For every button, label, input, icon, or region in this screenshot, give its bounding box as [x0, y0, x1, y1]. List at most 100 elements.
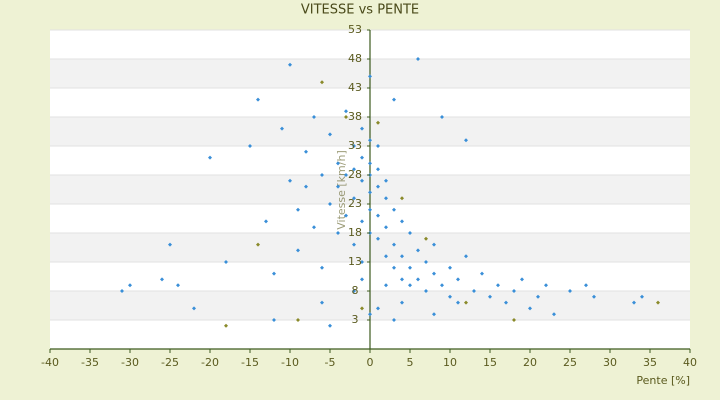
point: [432, 312, 436, 317]
point: [464, 138, 468, 143]
x-axis-label: Pente [%]: [636, 374, 690, 387]
point: [424, 260, 428, 264]
point: [464, 254, 468, 259]
point: [272, 318, 276, 322]
y-tick-label: 43: [348, 81, 362, 94]
point: [456, 300, 460, 305]
point: [496, 283, 500, 288]
point: [368, 207, 372, 212]
point: [224, 323, 228, 328]
point: [512, 289, 516, 293]
point: [408, 283, 412, 288]
point: [392, 318, 396, 322]
y-tick-label: 23: [348, 197, 362, 210]
point: [376, 144, 380, 148]
point: [304, 149, 308, 154]
point: [328, 132, 332, 137]
point: [320, 173, 324, 177]
x-tick-label: -10: [281, 356, 299, 369]
point: [568, 289, 572, 293]
point: [352, 196, 356, 201]
point: [368, 312, 372, 317]
y-tick-label: 8: [352, 284, 359, 297]
point: [632, 300, 636, 305]
point: [320, 265, 324, 270]
point: [376, 167, 380, 172]
y-axis-label: Vitesse [km/h]: [335, 150, 348, 230]
point: [408, 265, 412, 270]
point: [416, 248, 420, 253]
point: [320, 80, 324, 85]
point: [360, 126, 364, 131]
point: [376, 184, 380, 189]
x-tick-label: 20: [523, 356, 537, 369]
x-tick-label: 10: [443, 356, 457, 369]
point: [264, 219, 268, 224]
point: [328, 202, 332, 206]
point: [424, 289, 428, 293]
point: [336, 184, 340, 189]
point: [304, 184, 308, 189]
x-tick-label: 30: [603, 356, 617, 369]
point: [312, 115, 316, 119]
point: [480, 271, 484, 276]
point: [464, 300, 468, 305]
point: [344, 109, 348, 114]
point: [336, 231, 340, 235]
point: [400, 277, 404, 282]
point: [392, 97, 396, 102]
x-tick-label: 15: [483, 356, 497, 369]
point: [400, 196, 404, 201]
point: [488, 294, 492, 299]
point: [584, 283, 588, 288]
point: [408, 231, 412, 235]
point: [640, 294, 644, 299]
x-tick-label: 5: [407, 356, 414, 369]
x-tick-label: -30: [121, 356, 139, 369]
point: [384, 178, 388, 183]
y-tick-label: 3: [352, 313, 359, 326]
point: [376, 213, 380, 218]
point: [168, 242, 172, 247]
point: [392, 207, 396, 212]
y-tick-label: 33: [348, 139, 362, 152]
point: [344, 213, 348, 218]
point: [384, 254, 388, 259]
point: [448, 294, 452, 299]
point: [400, 219, 404, 224]
point: [160, 277, 164, 282]
point: [360, 155, 364, 160]
point: [360, 260, 364, 264]
point: [536, 294, 540, 299]
point: [448, 265, 452, 270]
x-tick-label: -25: [161, 356, 179, 369]
point: [296, 207, 300, 212]
x-tick-label: -5: [325, 356, 336, 369]
point: [424, 236, 428, 241]
point: [296, 318, 300, 322]
point: [456, 277, 460, 282]
point: [344, 115, 348, 119]
point: [368, 74, 372, 79]
point: [288, 178, 292, 183]
point: [432, 242, 436, 247]
point: [256, 97, 260, 102]
point: [120, 289, 124, 293]
point: [360, 306, 364, 311]
x-tick-label: -40: [41, 356, 59, 369]
x-tick-label: -15: [241, 356, 259, 369]
chart-title: VITESSE vs PENTE: [301, 3, 419, 18]
point: [656, 300, 660, 305]
point: [128, 283, 132, 288]
point: [320, 300, 324, 305]
point: [544, 283, 548, 288]
point: [504, 300, 508, 305]
x-tick-label: 25: [563, 356, 577, 369]
point: [440, 115, 444, 119]
y-tick-label: 38: [348, 110, 362, 123]
point: [512, 318, 516, 322]
point: [248, 144, 252, 148]
point: [392, 265, 396, 270]
y-tick-label: 18: [348, 226, 362, 239]
